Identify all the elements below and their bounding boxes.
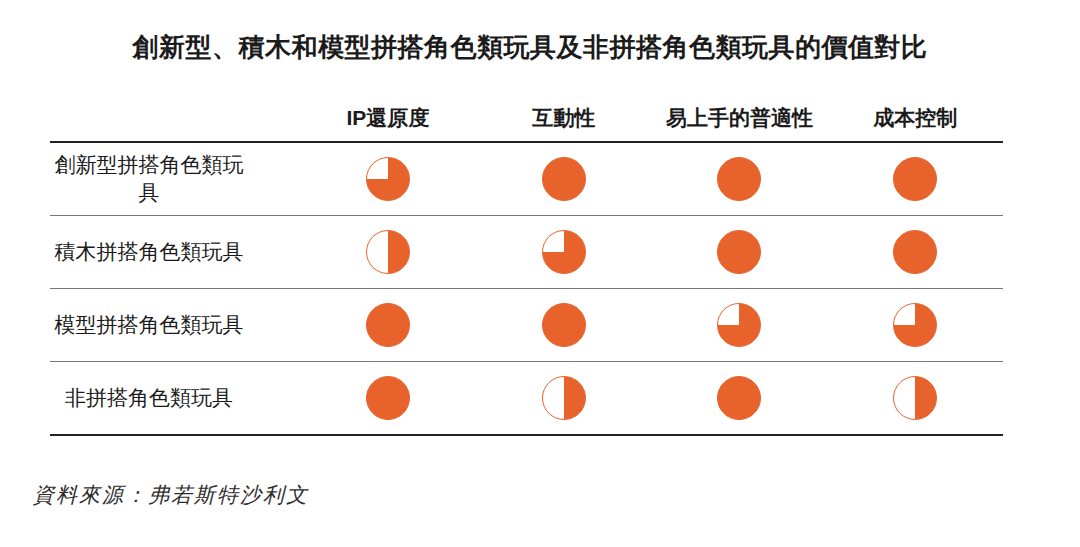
table-cell bbox=[652, 376, 828, 420]
header-row: IP還原度 互動性 易上手的普適性 成本控制 bbox=[50, 95, 1003, 143]
table-cell bbox=[652, 157, 828, 201]
table-cell bbox=[476, 230, 652, 274]
table-cell bbox=[827, 157, 1003, 201]
comparison-table: IP還原度 互動性 易上手的普適性 成本控制 創新型拼搭角色類玩具 積木拼搭角色… bbox=[50, 95, 1003, 436]
harvey-ball bbox=[893, 376, 937, 420]
table-cell bbox=[300, 303, 476, 347]
table-row-innovative: 創新型拼搭角色類玩具 bbox=[50, 143, 1003, 216]
table-cell bbox=[827, 376, 1003, 420]
table-cell bbox=[476, 376, 652, 420]
harvey-ball bbox=[717, 376, 761, 420]
column-header-ip-fidelity: IP還原度 bbox=[300, 104, 476, 132]
table-cell bbox=[827, 230, 1003, 274]
harvey-ball bbox=[542, 230, 586, 274]
table-cell bbox=[300, 376, 476, 420]
harvey-ball bbox=[542, 376, 586, 420]
harvey-ball bbox=[542, 157, 586, 201]
chart-title: 創新型、積木和模型拼搭角色類玩具及非拼搭角色類玩具的價值對比 bbox=[0, 30, 1060, 65]
harvey-ball bbox=[717, 303, 761, 347]
table-cell bbox=[476, 157, 652, 201]
harvey-ball bbox=[893, 303, 937, 347]
harvey-ball bbox=[366, 230, 410, 274]
harvey-ball bbox=[893, 157, 937, 201]
harvey-ball bbox=[893, 230, 937, 274]
table-row-building-block: 積木拼搭角色類玩具 bbox=[50, 216, 1003, 289]
table-row-non-assembly: 非拼搭角色類玩具 bbox=[50, 362, 1003, 436]
table-cell bbox=[476, 303, 652, 347]
column-header-ease-of-use: 易上手的普適性 bbox=[652, 104, 828, 132]
harvey-ball bbox=[366, 376, 410, 420]
harvey-ball bbox=[542, 303, 586, 347]
table-cell bbox=[652, 230, 828, 274]
source-note: 資料來源：弗若斯特沙利文 bbox=[33, 481, 309, 509]
column-header-interactivity: 互動性 bbox=[476, 104, 652, 132]
row-label: 模型拼搭角色類玩具 bbox=[50, 311, 300, 339]
harvey-ball bbox=[366, 303, 410, 347]
column-header-cost-control: 成本控制 bbox=[827, 104, 1003, 132]
table-cell bbox=[827, 303, 1003, 347]
harvey-ball bbox=[717, 230, 761, 274]
row-label: 創新型拼搭角色類玩具 bbox=[50, 151, 300, 207]
row-label: 非拼搭角色類玩具 bbox=[50, 384, 300, 412]
harvey-ball bbox=[717, 157, 761, 201]
table-cell bbox=[652, 303, 828, 347]
row-label: 積木拼搭角色類玩具 bbox=[50, 238, 300, 266]
harvey-ball bbox=[366, 157, 410, 201]
table-cell bbox=[300, 157, 476, 201]
figure: 創新型、積木和模型拼搭角色類玩具及非拼搭角色類玩具的價值對比 IP還原度 互動性… bbox=[0, 0, 1080, 547]
table-row-model: 模型拼搭角色類玩具 bbox=[50, 289, 1003, 362]
table-cell bbox=[300, 230, 476, 274]
